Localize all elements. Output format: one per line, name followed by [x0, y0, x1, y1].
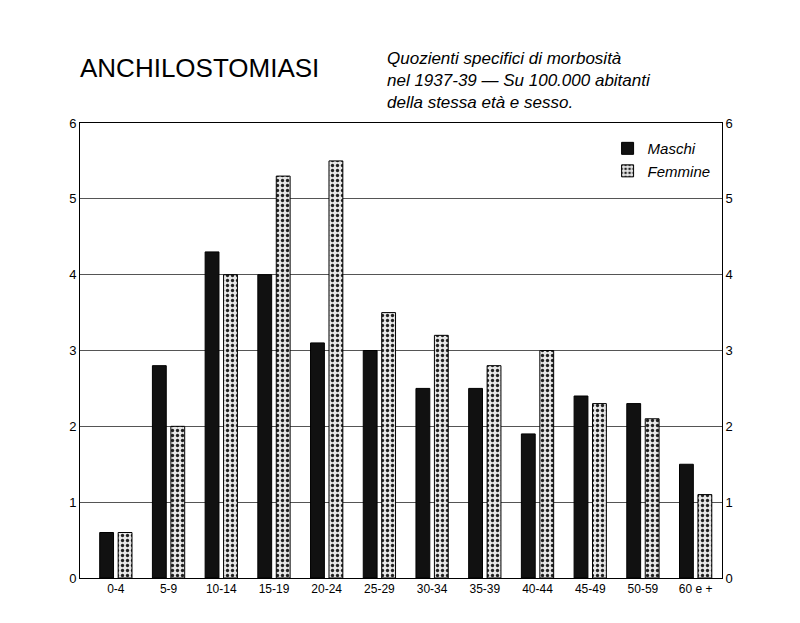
svg-text:3: 3	[726, 343, 733, 358]
svg-text:5-9: 5-9	[160, 582, 178, 596]
svg-text:5: 5	[726, 191, 733, 206]
svg-text:0: 0	[726, 571, 733, 586]
svg-text:0: 0	[69, 571, 76, 586]
svg-text:50-59: 50-59	[628, 582, 659, 596]
svg-text:6: 6	[726, 116, 733, 131]
svg-text:25-29: 25-29	[364, 582, 395, 596]
svg-text:6: 6	[69, 116, 76, 131]
svg-text:Maschi: Maschi	[648, 140, 696, 157]
svg-text:2: 2	[726, 419, 733, 434]
svg-text:2: 2	[69, 419, 76, 434]
svg-text:1: 1	[726, 495, 733, 510]
svg-text:5: 5	[69, 191, 76, 206]
svg-text:20-24: 20-24	[311, 582, 342, 596]
svg-text:30-34: 30-34	[417, 582, 448, 596]
svg-text:ANCHILOSTOMIASI: ANCHILOSTOMIASI	[80, 53, 319, 83]
svg-text:0-4: 0-4	[107, 582, 125, 596]
svg-text:60 e +: 60 e +	[679, 582, 713, 596]
svg-text:40-44: 40-44	[522, 582, 553, 596]
svg-text:35-39: 35-39	[469, 582, 500, 596]
svg-text:Femmine: Femmine	[648, 163, 711, 180]
svg-text:45-49: 45-49	[575, 582, 606, 596]
svg-text:4: 4	[69, 267, 76, 282]
svg-text:4: 4	[726, 267, 733, 282]
svg-text:1: 1	[69, 495, 76, 510]
svg-text:15-19: 15-19	[259, 582, 290, 596]
svg-text:3: 3	[69, 343, 76, 358]
svg-text:Quozienti specifici di morbosi: Quozienti specifici di morbositànel 1937…	[387, 49, 651, 112]
svg-text:10-14: 10-14	[206, 582, 237, 596]
